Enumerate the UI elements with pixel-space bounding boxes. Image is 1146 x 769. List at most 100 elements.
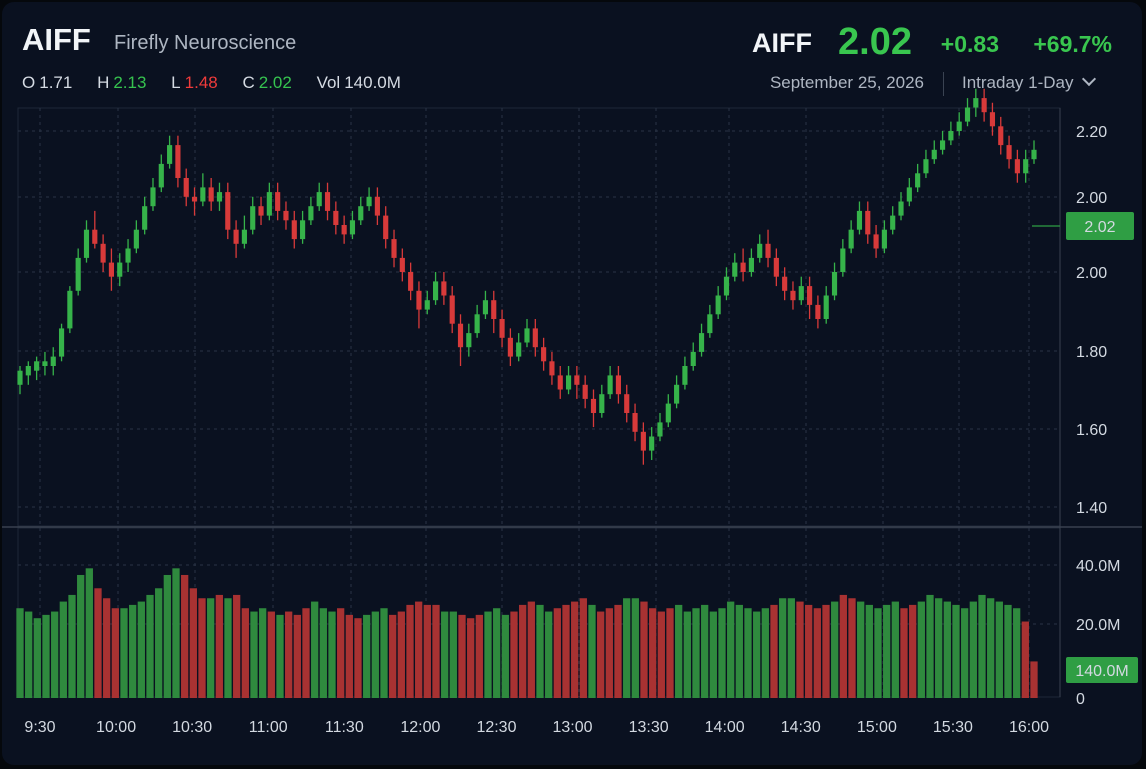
candle-body [590,398,597,413]
volume-bar [172,568,180,698]
volume-bar [952,604,960,698]
candle-body [408,272,414,291]
candle-body [83,229,90,258]
volume-bar [753,611,761,698]
candle [649,427,655,460]
candle-body [524,328,530,343]
open-label: O [22,73,36,92]
candle-body [432,281,439,301]
time-tick-label: 15:30 [933,719,973,736]
candle-body [565,375,572,390]
candle-body [640,431,646,451]
candle [632,403,638,442]
candle [615,366,622,404]
candle [225,182,231,240]
candle-body [424,300,430,310]
candle [34,356,40,381]
time-tick-label: 16:00 [1009,719,1049,736]
volume-bar [900,608,908,698]
candle [607,366,613,399]
volume-bar [536,604,544,698]
candle [599,384,605,418]
candle-body [283,210,289,221]
candle-body [931,149,937,160]
candle [524,319,530,348]
ticker-symbol: AIFF [22,22,91,57]
candle-body [1023,159,1029,174]
price-tick-label: 1.60 [1076,422,1107,439]
time-tick-label: 11:00 [249,719,288,736]
volume-bar [891,601,899,698]
candle [316,182,322,211]
candle-body [707,314,713,334]
candle-body [349,220,356,235]
current-price-label: 2.02 [1084,219,1115,236]
candle-body [682,366,688,385]
candle-body [158,163,164,188]
volume-bar [380,608,388,698]
candle-body [449,295,455,324]
candle [1014,149,1020,183]
volume-bar [458,614,466,698]
candle-body [773,257,779,277]
candle-body [474,314,480,334]
candle [906,178,912,207]
volume-bar [250,611,258,698]
candle-body [75,257,81,291]
volume-bar [718,608,726,698]
candle-body [58,328,65,357]
candle-body [482,300,489,315]
volume-bar [666,608,674,698]
candle [732,253,738,282]
volume-bar [501,614,509,698]
candle [1023,149,1029,183]
candle-body [150,187,156,207]
candle-body [441,281,447,296]
volume-bar [553,608,561,698]
ohlc-readout: O 1.71 H 2.13 L 1.48 C 2.02 Vol 140.0M [22,73,405,93]
volume-bar [675,604,683,698]
candle-body [981,98,987,113]
volume-bar [527,601,535,698]
candle-body [574,375,580,385]
candle-body [964,107,971,122]
candle [1031,140,1037,164]
candle-body [848,229,854,249]
candle-body [17,370,23,385]
time-tick-label: 12:00 [400,719,440,736]
close-value: 2.02 [258,73,292,92]
volume-bar [1021,621,1029,698]
candle [366,187,372,211]
price-tick-label: 1.40 [1076,500,1107,517]
volume-bar [59,601,67,698]
candle [499,309,505,348]
candle [956,112,962,136]
candle-body [765,243,771,258]
volume-bars [16,568,1038,698]
range-selector[interactable]: Intraday 1-Day [962,71,1096,93]
candle-body [358,206,364,221]
candle [915,163,921,193]
volume-bar [224,598,232,698]
time-tick-label: 13:30 [629,719,669,736]
volume-bar [285,611,293,698]
candle-body [34,361,40,371]
volume-bar [441,611,449,698]
candle [158,154,164,193]
volume-bar [961,608,969,698]
volume-value: 140.0M [344,73,401,92]
candle-body [100,243,106,263]
volume-bar [562,604,570,698]
candle [258,196,264,225]
volume-bar [857,601,865,698]
candle [723,267,730,301]
volume-bar [839,594,847,698]
candle [341,215,347,244]
candle-body [557,375,563,390]
candle-body [599,394,605,413]
time-tick-label: 15:00 [857,719,897,736]
candle-body [258,206,264,216]
candle-body [25,366,31,376]
volume-bar [692,608,700,698]
